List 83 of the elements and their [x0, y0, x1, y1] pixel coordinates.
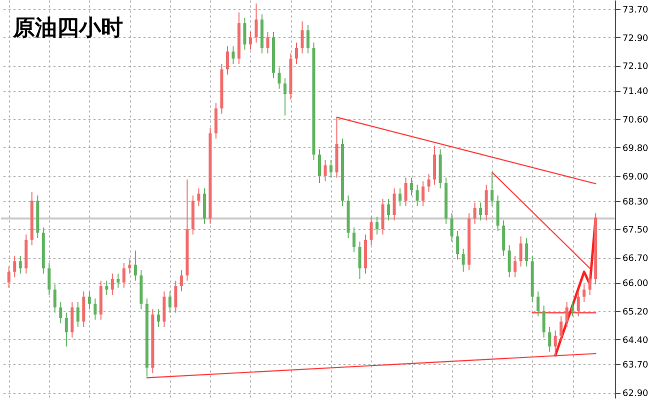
candlestick [462, 248, 465, 272]
y-tick-label: 68.30 [622, 197, 649, 208]
y-tick-label: 66.00 [622, 279, 649, 290]
candlestick [59, 302, 62, 324]
y-tick-label: 66.70 [622, 254, 649, 264]
candlestick [18, 255, 22, 274]
candlestick [64, 312, 68, 347]
candlestick [134, 250, 137, 282]
candlestick [88, 290, 91, 310]
candlestick [422, 180, 425, 207]
candlestick [450, 212, 454, 242]
y-tick-label: 67.50 [622, 226, 649, 236]
candlestick [243, 17, 246, 50]
candlestick [324, 159, 327, 182]
candlestick [76, 302, 80, 328]
candlestick [525, 238, 528, 268]
candlestick [53, 284, 56, 314]
candlestick [398, 188, 402, 207]
candlestick [427, 174, 430, 192]
candlestick [410, 177, 414, 196]
text: 原油四小时 [12, 15, 123, 41]
candlestick [370, 216, 373, 246]
candlestick [226, 46, 229, 76]
candlestick [582, 284, 586, 303]
candlestick [116, 273, 120, 288]
candlestick [306, 24, 310, 54]
candlestick [508, 244, 511, 278]
candlestick [110, 273, 114, 296]
candlestick [358, 241, 362, 280]
candlestick [156, 308, 160, 328]
candlestick [330, 159, 333, 178]
candlestick [180, 270, 183, 292]
candlestick [352, 226, 356, 253]
candlestick [519, 236, 522, 268]
candlestick [560, 316, 563, 342]
candlestick [542, 305, 546, 338]
candlestick [283, 78, 286, 116]
y-tick-label: 69.80 [622, 144, 649, 154]
candlestick [473, 202, 476, 224]
candlestick [387, 198, 390, 221]
candlestick [248, 31, 252, 50]
candlestick [554, 330, 557, 356]
candlestick [571, 302, 574, 317]
candlestick [197, 188, 200, 207]
y-tick-label: 64.40 [622, 336, 649, 346]
y-tick-label: 70.60 [622, 116, 649, 126]
candlestick [105, 280, 108, 296]
candlestick [376, 216, 379, 236]
candlestick [565, 302, 568, 328]
candlestick [7, 266, 10, 288]
candlestick [479, 202, 482, 221]
y-tick-label: 65.20 [622, 307, 649, 318]
candlestick [456, 230, 460, 260]
y-tick-label: 72.10 [622, 62, 649, 72]
candlestick [490, 172, 494, 207]
candlestick [122, 262, 126, 288]
y-tick-label: 63.70 [622, 360, 649, 371]
candlestick [514, 255, 517, 278]
candlestick [576, 290, 580, 317]
candlestick [232, 46, 235, 64]
candlestick [278, 67, 281, 90]
candlestick [548, 326, 552, 352]
y-tick-label: 72.90 [622, 34, 649, 44]
y-tick-label: 62.90 [622, 389, 649, 400]
y-tick-label: 73.70 [622, 5, 649, 16]
candlestick [536, 290, 540, 317]
candlestick [128, 258, 132, 274]
candlestick [300, 20, 304, 54]
candlestick [254, 3, 258, 44]
candlestick [48, 262, 51, 296]
candlestick [174, 280, 178, 314]
candlestick [13, 255, 16, 278]
candlestick [266, 31, 270, 54]
candlestick [404, 177, 408, 207]
candlestick [392, 188, 396, 221]
y-tick-label: 69.00 [622, 172, 649, 182]
candlestick [294, 42, 298, 64]
candlestick [416, 184, 419, 207]
candlestick [318, 148, 322, 184]
candlestick [168, 290, 172, 314]
y-tick-label: 71.40 [622, 87, 649, 98]
candlestick [588, 273, 592, 296]
candlestick [94, 298, 97, 320]
